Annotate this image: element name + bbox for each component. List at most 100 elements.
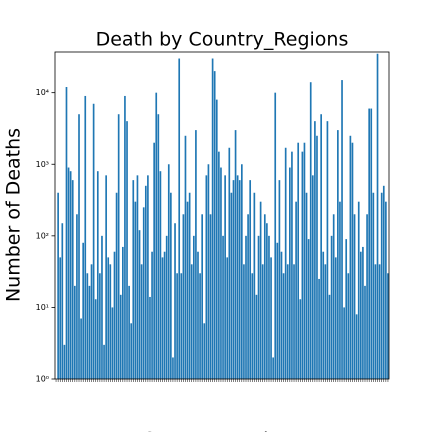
bar	[111, 307, 114, 379]
bar	[232, 180, 235, 379]
bar	[195, 130, 197, 379]
y-tick-label: 10³	[36, 160, 49, 169]
y-axis-label: Number of Deaths	[3, 128, 25, 302]
bar	[180, 273, 183, 379]
bar	[328, 294, 331, 379]
bar	[199, 273, 201, 379]
bar	[134, 201, 137, 379]
bar	[220, 167, 222, 379]
bar	[82, 242, 85, 379]
bar	[59, 257, 62, 379]
bar	[261, 264, 264, 379]
bar	[130, 323, 133, 379]
bar	[157, 114, 160, 379]
bar	[122, 246, 124, 379]
bar	[86, 273, 89, 379]
bar	[207, 164, 210, 379]
bar	[140, 264, 143, 379]
bar	[144, 185, 147, 379]
bar	[255, 294, 258, 379]
bar	[376, 53, 379, 379]
bar	[161, 257, 164, 379]
bar	[92, 103, 95, 379]
bar	[147, 175, 149, 379]
bar	[126, 121, 128, 379]
bar	[243, 264, 245, 379]
bar	[293, 264, 295, 379]
bar	[174, 223, 176, 379]
bar	[184, 135, 187, 379]
bar	[153, 142, 155, 379]
bar	[251, 273, 254, 379]
bar	[364, 285, 366, 379]
bar	[115, 192, 118, 379]
bar	[311, 175, 314, 379]
bar	[259, 201, 262, 379]
bar	[299, 299, 302, 379]
chart-title: Death by Country_Regions	[96, 29, 349, 51]
bar	[57, 192, 59, 379]
bar	[301, 151, 304, 379]
bar	[188, 192, 191, 379]
bar	[314, 121, 316, 379]
bar	[362, 246, 364, 379]
bar	[334, 257, 337, 379]
bar	[94, 299, 97, 379]
bar	[149, 296, 151, 379]
bar	[209, 214, 212, 379]
bar	[182, 214, 185, 379]
bar	[76, 214, 78, 379]
bar	[151, 251, 153, 379]
bar	[236, 175, 239, 379]
bar	[330, 235, 333, 379]
bar	[326, 121, 329, 379]
bar	[226, 257, 229, 379]
bar	[61, 223, 64, 379]
bar	[205, 175, 208, 379]
bar	[80, 318, 82, 379]
bar	[197, 251, 199, 379]
bar	[339, 201, 341, 379]
bar	[101, 235, 103, 379]
bar	[266, 223, 268, 379]
bar	[280, 251, 283, 379]
bar	[272, 357, 274, 379]
bar	[178, 58, 181, 379]
bar	[351, 142, 354, 379]
bar	[65, 87, 68, 380]
bar	[249, 180, 252, 379]
bar	[103, 344, 105, 379]
bar	[155, 92, 158, 380]
bar	[170, 192, 172, 379]
bar	[324, 264, 327, 379]
x-axis-label: Country_Regions	[142, 429, 302, 432]
bar	[186, 201, 189, 379]
bar	[282, 273, 285, 379]
bar	[274, 92, 277, 380]
bar	[322, 251, 325, 379]
bar	[136, 175, 139, 379]
bar	[374, 264, 377, 379]
bar	[67, 167, 70, 379]
bar	[215, 99, 218, 380]
y-tick-label: 10²	[36, 231, 49, 240]
bar	[201, 214, 204, 379]
bar	[71, 180, 74, 379]
bar	[211, 58, 214, 379]
bar	[107, 257, 110, 379]
bar	[84, 95, 87, 379]
bar	[295, 201, 297, 379]
bar	[165, 235, 168, 379]
y-tick-label: 10⁴	[36, 88, 49, 97]
bar	[378, 264, 381, 379]
bar	[303, 142, 306, 379]
bar	[357, 201, 360, 379]
bar	[257, 235, 260, 379]
bar	[270, 257, 272, 379]
bar	[366, 214, 368, 379]
bar	[289, 167, 291, 379]
bar	[286, 264, 289, 379]
bar	[128, 285, 130, 379]
bar	[297, 142, 300, 379]
